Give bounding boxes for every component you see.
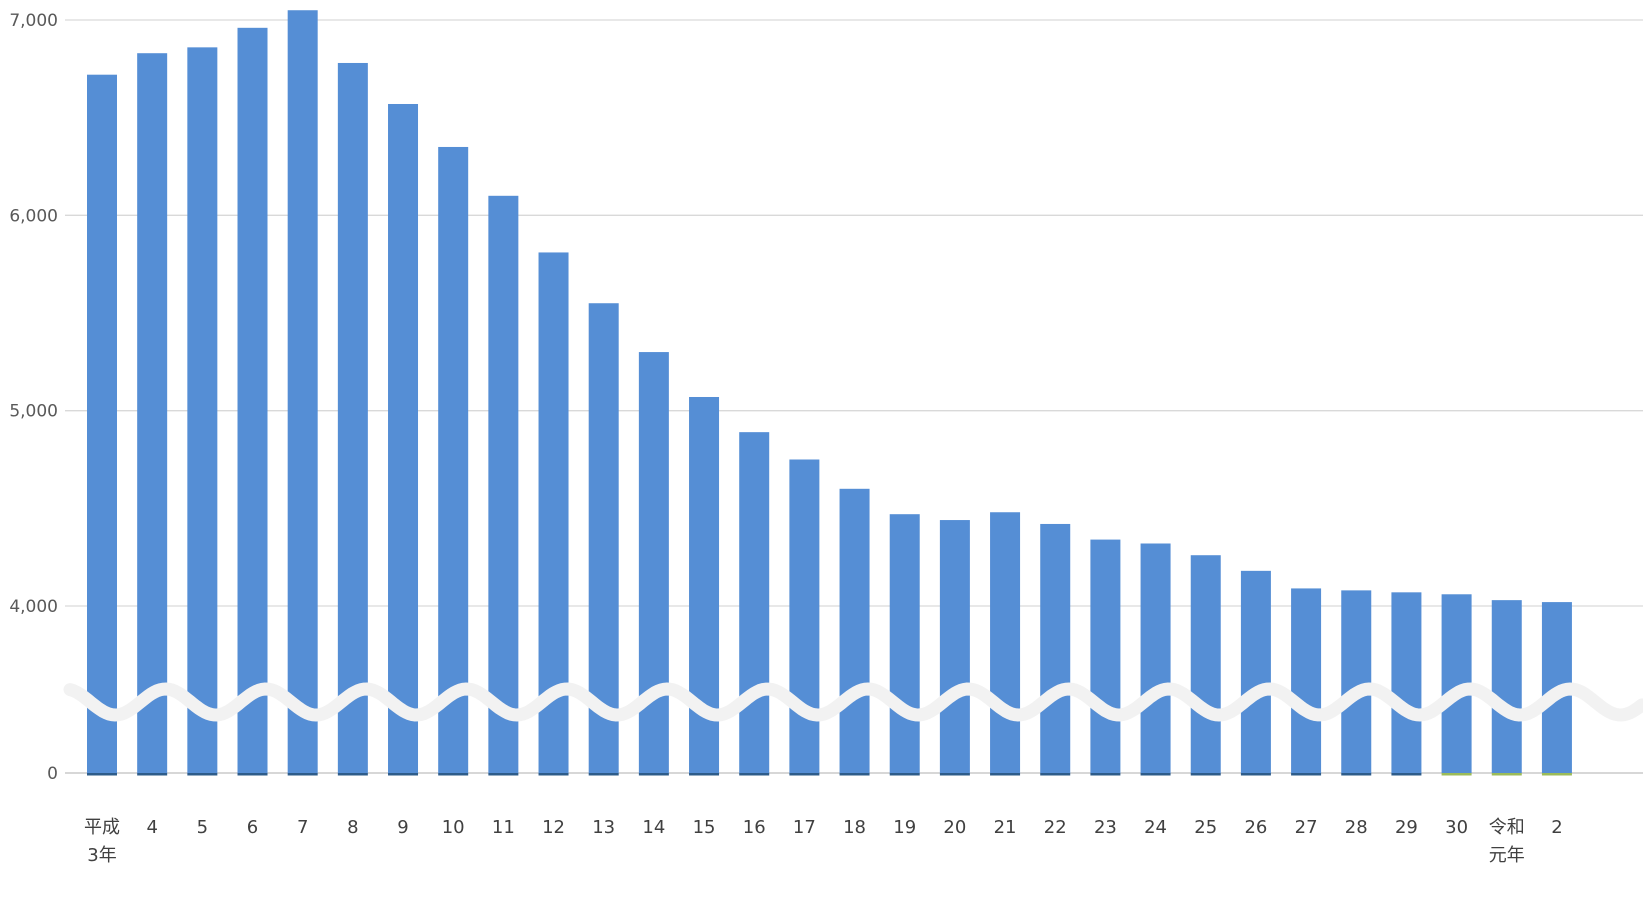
bar [438, 146, 469, 773]
x-category-label: 22 [1044, 817, 1067, 838]
y-tick-label: 7,000 [9, 11, 58, 31]
gridlines [65, 19, 1643, 774]
bar [87, 74, 117, 773]
bar [1140, 543, 1171, 773]
bar [1190, 555, 1221, 773]
bar-base-segment [438, 773, 469, 776]
x-category-label: 2 [1551, 817, 1562, 838]
y-tick-label: 5,000 [9, 402, 58, 422]
bar-base-segment [638, 773, 669, 776]
x-category-label: 30 [1445, 817, 1468, 838]
bar-base-segment [1541, 773, 1572, 776]
x-category-label: 11 [492, 817, 515, 838]
bar [388, 103, 419, 773]
bar-base-segment [1140, 773, 1171, 776]
x-category-label: 21 [994, 817, 1017, 838]
x-category-label: 5 [197, 817, 208, 838]
x-category-label: 3年 [87, 845, 116, 866]
bar [488, 195, 519, 774]
x-category-label: 4 [146, 817, 157, 838]
x-category-label: 17 [793, 817, 816, 838]
bar [889, 514, 920, 773]
bar [588, 303, 619, 773]
bar [1240, 570, 1271, 773]
x-axis-category-labels: 平成 3年 4 5 6 7 8 9 10 11 12 13 14 15 16 17 18 19 20 21 22 23 24… [84, 817, 1563, 866]
bar-base-segment [187, 773, 218, 776]
bar [839, 488, 870, 773]
bar-base-segment [1240, 773, 1271, 776]
x-category-label: 19 [893, 817, 916, 838]
x-category-label: 令和 [1489, 817, 1525, 838]
bar [1291, 588, 1322, 773]
x-category-label: 15 [693, 817, 716, 838]
bar-base-segment [990, 773, 1021, 776]
x-category-label: 6 [247, 817, 258, 838]
bar-base-segment [237, 773, 268, 776]
bar [638, 352, 669, 773]
x-category-label: 29 [1395, 817, 1418, 838]
x-category-label: 10 [442, 817, 465, 838]
y-tick-label: 6,000 [9, 206, 58, 226]
bar [287, 10, 318, 773]
bar [1341, 590, 1372, 773]
x-category-label: 12 [542, 817, 565, 838]
bar [739, 432, 770, 773]
y-tick-label: 0 [47, 764, 58, 784]
bar-base-segment [689, 773, 720, 776]
bar [1090, 539, 1121, 773]
x-category-label: 28 [1345, 817, 1368, 838]
x-category-label: 18 [843, 817, 866, 838]
bar [939, 520, 970, 773]
bar [789, 459, 820, 773]
bars [87, 10, 1572, 776]
bar-base-segment [1090, 773, 1121, 776]
x-category-label: 27 [1295, 817, 1318, 838]
bar-base-segment [889, 773, 920, 776]
bar [1040, 523, 1071, 773]
bar-base-segment [87, 773, 117, 776]
bar-base-segment [1491, 773, 1522, 776]
bar-base-segment [1190, 773, 1221, 776]
bar [1391, 592, 1422, 773]
x-category-label: 26 [1244, 817, 1267, 838]
bar [187, 47, 218, 773]
bar-base-segment [939, 773, 970, 776]
bar-base-segment [137, 773, 168, 776]
bar [337, 62, 368, 774]
x-category-label: 16 [743, 817, 766, 838]
bar [237, 27, 268, 773]
x-category-label: 8 [347, 817, 358, 838]
x-category-label: 23 [1094, 817, 1117, 838]
bar-base-segment [1391, 773, 1422, 776]
bar-base-segment [388, 773, 419, 776]
y-axis-tick-labels: 0 4,000 5,000 6,000 7,000 [9, 11, 58, 784]
bar-base-segment [588, 773, 619, 776]
bar-base-segment [839, 773, 870, 776]
bar [990, 512, 1021, 773]
bar-base-segment [1040, 773, 1071, 776]
x-category-label: 元年 [1489, 845, 1525, 866]
bar-base-segment [739, 773, 770, 776]
bar-base-segment [287, 773, 318, 776]
bar [137, 53, 168, 773]
x-category-label: 7 [297, 817, 308, 838]
bar-base-segment [337, 773, 368, 776]
x-category-label: 13 [592, 817, 615, 838]
x-category-label: 20 [943, 817, 966, 838]
bar-base-segment [538, 773, 569, 776]
axis-break-wave [63, 682, 1643, 722]
x-category-label: 平成 [84, 817, 120, 838]
x-category-label: 14 [642, 817, 665, 838]
bar-base-segment [789, 773, 820, 776]
y-tick-label: 4,000 [9, 597, 58, 617]
bar-base-segment [1291, 773, 1322, 776]
x-category-label: 24 [1144, 817, 1167, 838]
bar-base-segment [488, 773, 519, 776]
x-category-label: 25 [1194, 817, 1217, 838]
bar-base-segment [1441, 773, 1472, 776]
bar [1491, 600, 1522, 773]
bar-base-segment [1341, 773, 1372, 776]
x-category-label: 9 [397, 817, 408, 838]
